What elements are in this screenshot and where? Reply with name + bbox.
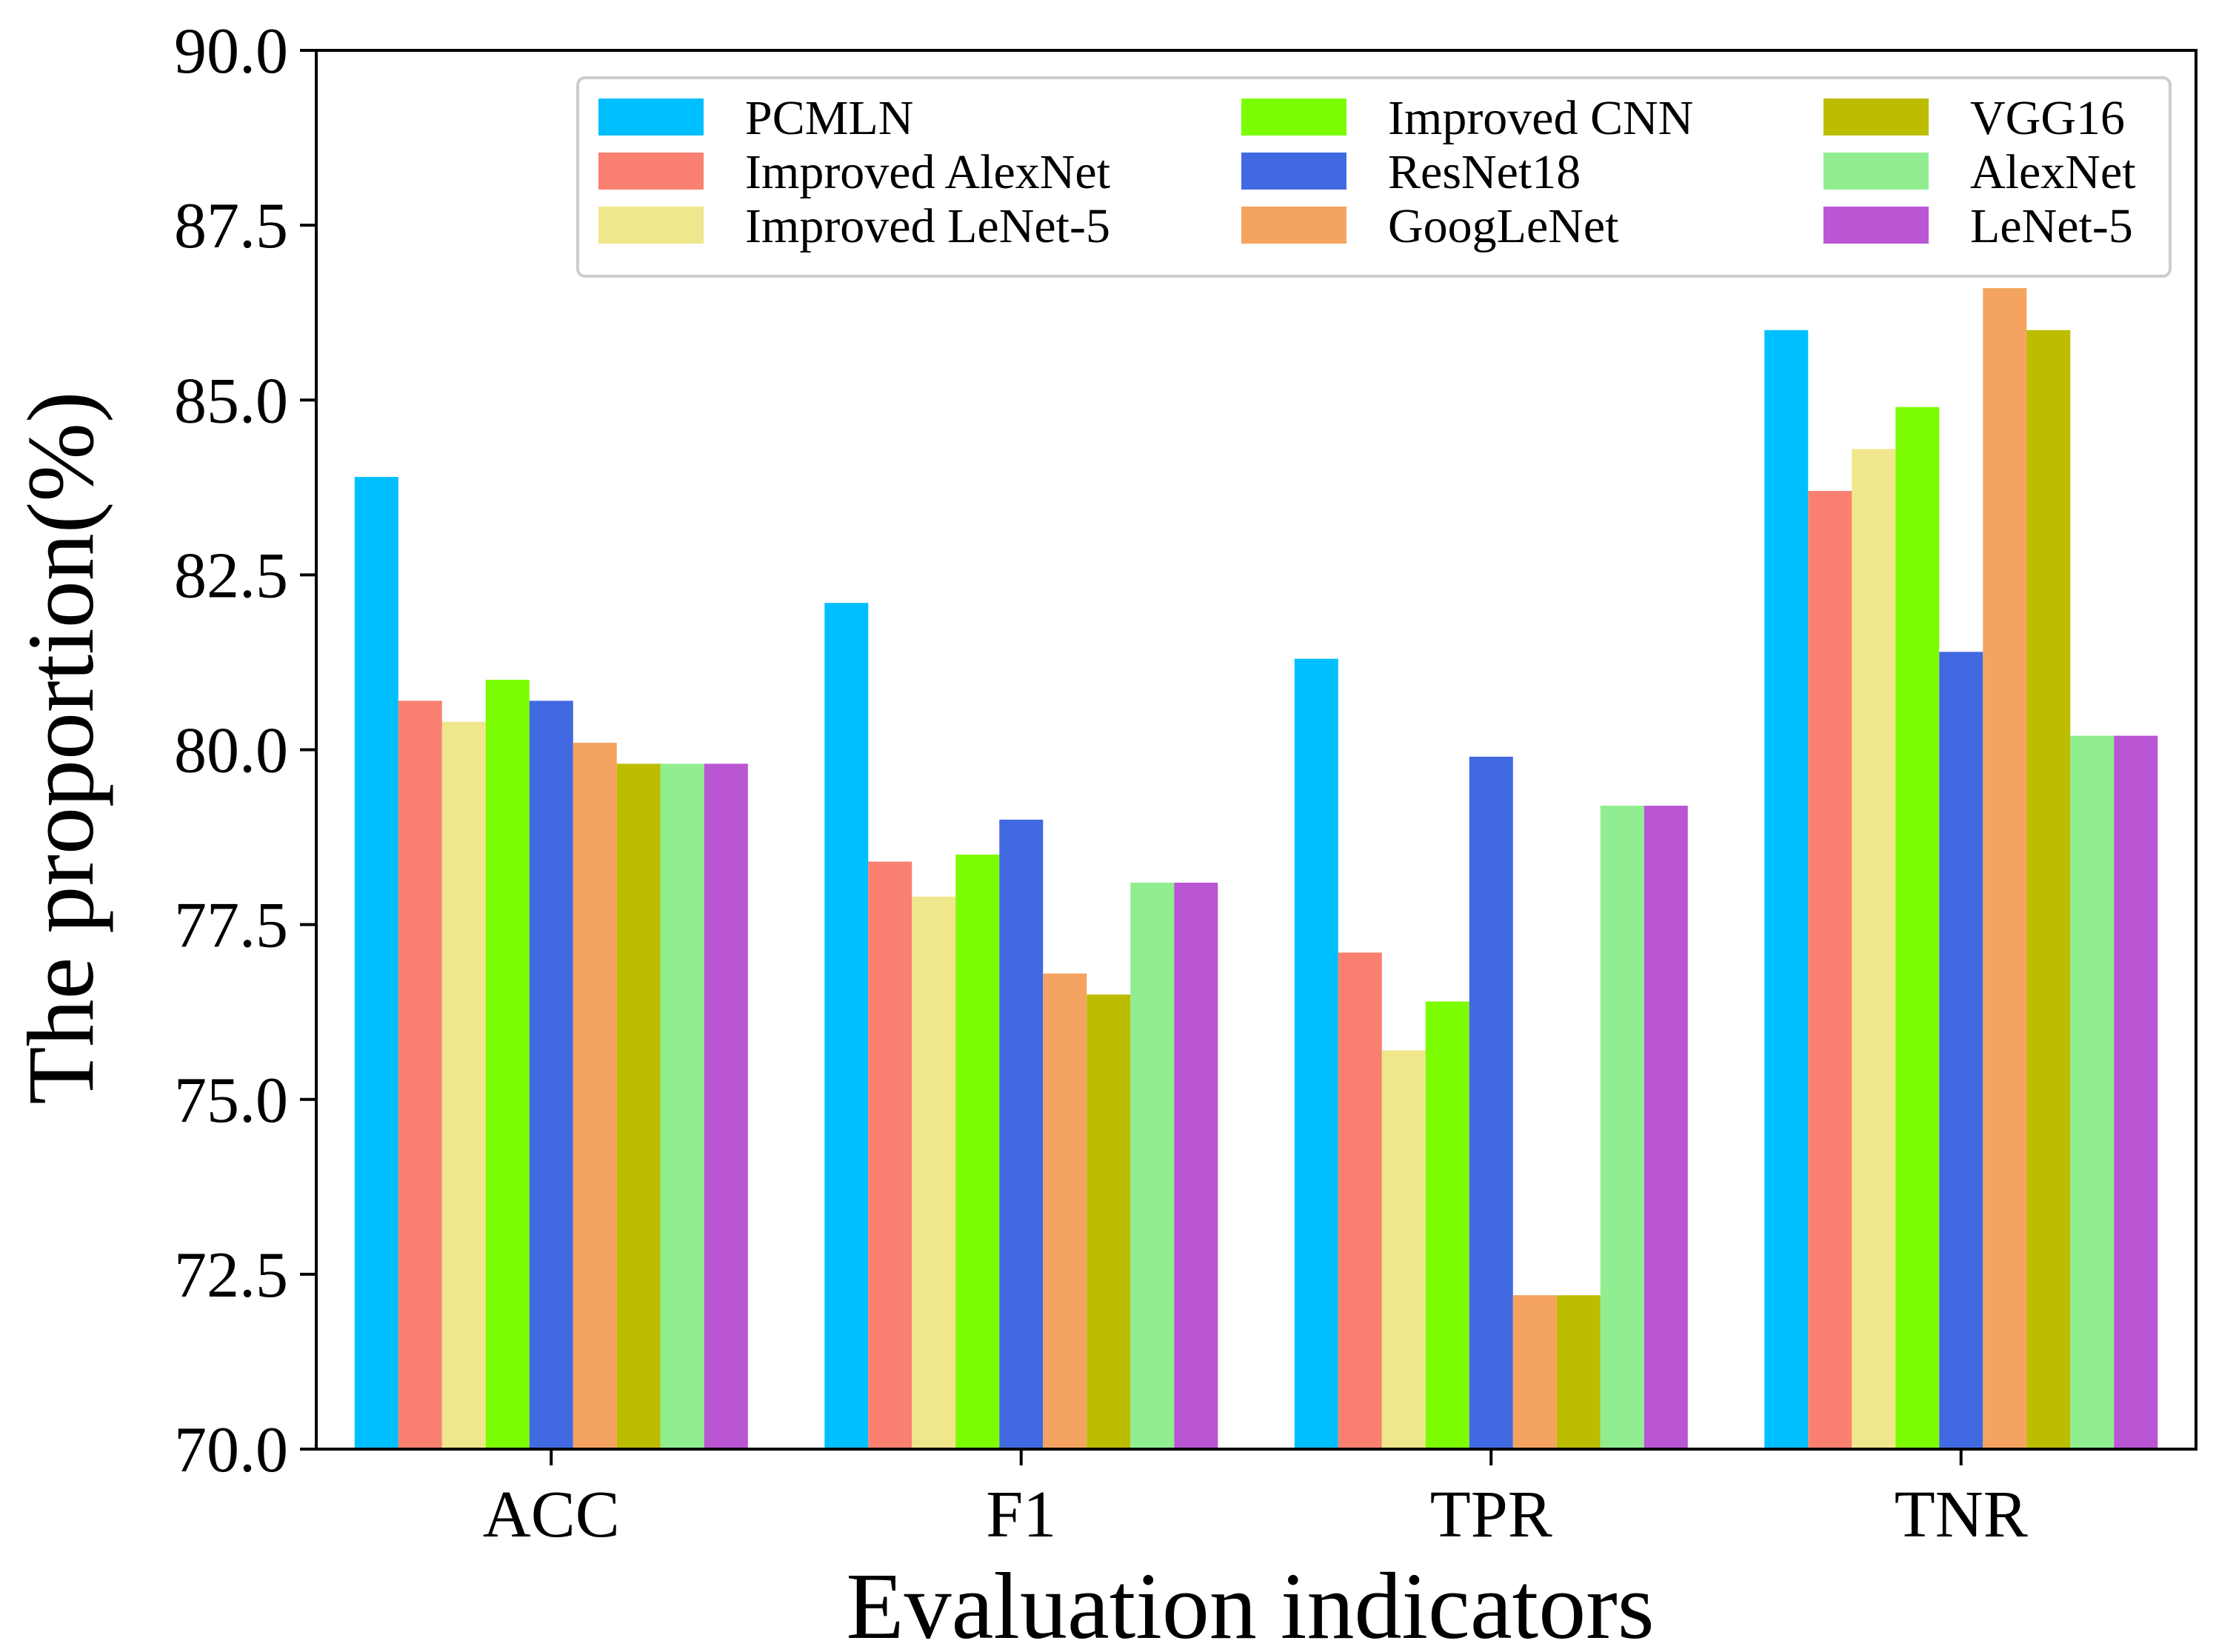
bar-alexnet-tnr [2070, 735, 2115, 1449]
bar-improved-lenet-5-tpr [1381, 1050, 1426, 1449]
legend-label-googlenet: GoogLeNet [1388, 199, 1619, 253]
legend-label-improved-lenet-5: Improved LeNet-5 [745, 199, 1110, 253]
y-tick-label: 82.5 [174, 540, 288, 612]
bar-vgg16-f1 [1087, 994, 1131, 1449]
y-tick-label: 90.0 [174, 16, 288, 87]
bar-pcmln-f1 [824, 603, 869, 1450]
legend-swatch-improved-lenet-5 [598, 207, 704, 244]
y-tick-label: 70.0 [174, 1414, 288, 1486]
bar-improved-lenet-5-acc [441, 721, 486, 1449]
x-tick-label: F1 [986, 1478, 1056, 1551]
y-tick-label: 85.0 [174, 365, 288, 437]
legend-swatch-googlenet [1241, 207, 1346, 244]
bar-alexnet-tpr [1600, 806, 1644, 1449]
bar-improved-alexnet-acc [398, 700, 442, 1449]
y-axis-title: The proportion(%) [8, 391, 113, 1104]
bar-googlenet-acc [573, 743, 617, 1449]
bar-resnet18-tnr [1939, 652, 1983, 1449]
bar-resnet18-acc [529, 700, 573, 1449]
legend-label-improved-alexnet: Improved AlexNet [745, 145, 1110, 199]
bar-improved-lenet-5-tnr [1852, 449, 1896, 1449]
legend-box [576, 76, 2172, 278]
legend-swatch-improved-alexnet [598, 153, 704, 190]
plot-frame [315, 49, 2197, 1451]
x-axis-title: Evaluation indicators [846, 1554, 1654, 1652]
legend-label-pcmln: PCMLN [745, 91, 913, 145]
bars-layer [354, 288, 2158, 1450]
bar-pcmln-tpr [1294, 658, 1338, 1450]
bar-vgg16-acc [616, 763, 661, 1449]
y-tick-label: 77.5 [174, 890, 288, 962]
bar-improved-alexnet-tnr [1808, 491, 1852, 1449]
y-tick-label: 87.5 [174, 190, 288, 262]
bar-improved-lenet-5-f1 [912, 896, 956, 1449]
bar-lenet-5-tnr [2114, 735, 2158, 1449]
legend-label-alexnet: AlexNet [1970, 145, 2136, 199]
legend-swatch-vgg16 [1823, 98, 1929, 136]
legend-swatch-improved-cnn [1241, 98, 1346, 136]
legend-swatch-lenet-5 [1823, 207, 1929, 244]
legend-label-vgg16: VGG16 [1970, 91, 2125, 145]
bar-improved-cnn-acc [485, 680, 530, 1449]
x-tick-label: ACC [483, 1478, 620, 1551]
bar-lenet-5-acc [704, 763, 748, 1449]
bar-resnet18-tpr [1469, 756, 1513, 1449]
bar-googlenet-tpr [1512, 1295, 1557, 1449]
bar-vgg16-tnr [2026, 330, 2071, 1449]
bar-alexnet-acc [660, 763, 704, 1449]
bar-improved-cnn-tnr [1895, 407, 1940, 1450]
y-tick-label: 75.0 [174, 1065, 288, 1137]
legend-swatch-alexnet [1823, 153, 1929, 190]
legend-label-lenet-5: LeNet-5 [1970, 199, 2133, 253]
bar-improved-alexnet-f1 [868, 861, 912, 1449]
bar-vgg16-tpr [1556, 1295, 1601, 1449]
legend-label-resnet18: ResNet18 [1388, 145, 1581, 199]
bar-resnet18-f1 [999, 819, 1044, 1449]
bar-pcmln-acc [354, 477, 398, 1449]
y-tick-label: 72.5 [174, 1240, 288, 1311]
bar-lenet-5-f1 [1174, 883, 1218, 1449]
bar-googlenet-tnr [1983, 288, 2027, 1450]
bar-googlenet-f1 [1043, 973, 1087, 1449]
y-tick-label: 80.0 [174, 715, 288, 787]
legend-swatch-pcmln [598, 98, 704, 136]
bar-improved-cnn-f1 [955, 855, 1000, 1449]
axes-layer: ACC F1 TPR TNR 70.0 72.5 75.0 77.5 80.0 82.5 85.0 8… [174, 16, 2197, 1551]
bar-lenet-5-tpr [1643, 806, 1688, 1449]
bar-alexnet-f1 [1130, 883, 1175, 1449]
bar-improved-cnn-tpr [1425, 1001, 1469, 1449]
x-tick-label: TPR [1430, 1478, 1552, 1551]
legend-label-improved-cnn: Improved CNN [1388, 91, 1693, 145]
x-tick-label: TNR [1895, 1478, 2028, 1551]
legend-swatch-resnet18 [1241, 153, 1346, 190]
bar-pcmln-tnr [1764, 330, 1809, 1449]
bar-improved-alexnet-tpr [1338, 952, 1382, 1449]
